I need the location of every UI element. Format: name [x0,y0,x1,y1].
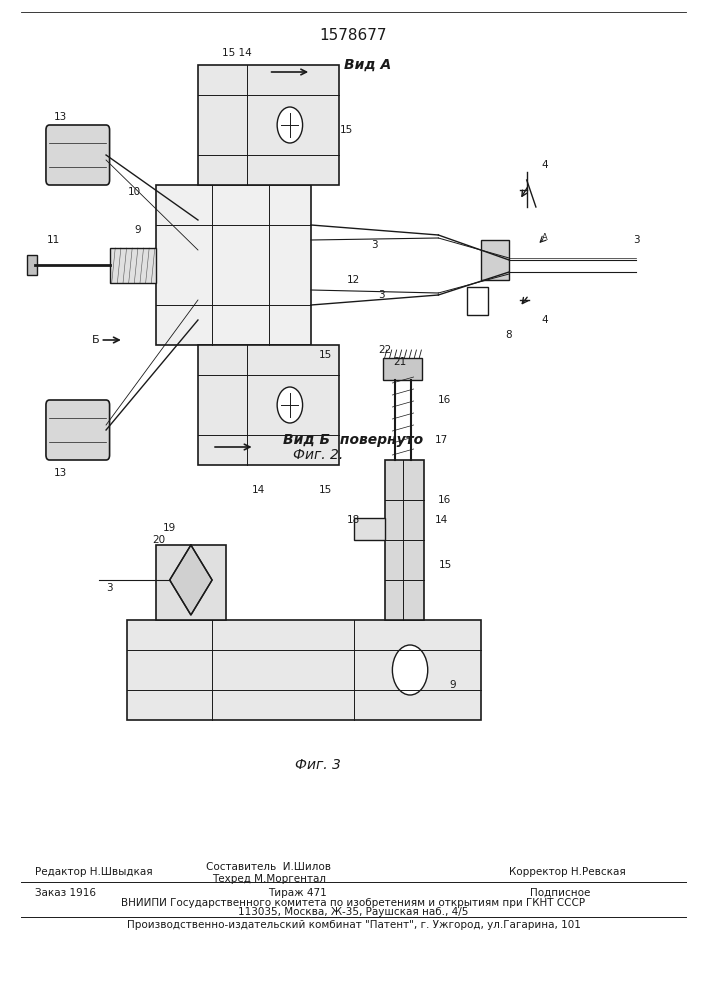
FancyBboxPatch shape [156,185,311,345]
FancyBboxPatch shape [481,240,509,280]
FancyBboxPatch shape [156,545,226,620]
FancyBboxPatch shape [385,460,424,620]
Text: 20: 20 [153,535,165,545]
Text: А: А [542,233,547,242]
Text: Подписное: Подписное [530,888,590,898]
Text: 18: 18 [347,515,360,525]
Polygon shape [170,545,212,615]
FancyBboxPatch shape [46,400,110,460]
FancyBboxPatch shape [127,620,481,720]
Text: Фиг. 3: Фиг. 3 [296,758,341,772]
Text: 14: 14 [436,515,448,525]
FancyBboxPatch shape [198,65,339,185]
Text: 15: 15 [319,350,332,360]
Text: 17: 17 [436,435,448,445]
Text: Тираж 471: Тираж 471 [267,888,327,898]
Text: 10: 10 [128,187,141,197]
Text: 13: 13 [54,468,66,478]
Text: 22: 22 [379,345,392,355]
Text: Редактор Н.Швыдкая: Редактор Н.Швыдкая [35,867,153,877]
Text: Производственно-издательский комбинат "Патент", г. Ужгород, ул.Гагарина, 101: Производственно-издательский комбинат "П… [127,920,580,930]
Text: 3: 3 [371,240,378,250]
Text: Корректор Н.Ревская: Корректор Н.Ревская [509,867,626,877]
Text: 4: 4 [541,315,548,325]
Text: 16: 16 [438,495,450,505]
FancyBboxPatch shape [198,345,339,465]
Text: 4: 4 [541,160,548,170]
Text: 3: 3 [106,583,113,593]
Text: 13: 13 [54,112,66,122]
Text: 11: 11 [47,235,59,245]
Circle shape [277,387,303,423]
Text: Б: Б [92,335,99,345]
Text: 113035, Москва, Ж-35, Раушская наб., 4/5: 113035, Москва, Ж-35, Раушская наб., 4/5 [238,907,469,917]
Text: Вид Б  повернуто: Вид Б повернуто [284,433,423,447]
Text: Вид А: Вид А [344,58,391,72]
Text: 8: 8 [506,330,513,340]
FancyBboxPatch shape [27,255,37,275]
Text: Заказ 1916: Заказ 1916 [35,888,96,898]
Text: 3: 3 [633,235,640,245]
FancyBboxPatch shape [383,358,422,380]
FancyBboxPatch shape [354,518,385,540]
Text: 15: 15 [319,485,332,495]
Text: 19: 19 [163,523,176,533]
Text: 15: 15 [439,560,452,570]
FancyBboxPatch shape [46,125,110,185]
Text: Фиг. 2.: Фиг. 2. [293,448,344,462]
Text: Составитель  И.Шилов: Составитель И.Шилов [206,862,331,872]
Text: 21: 21 [393,357,406,367]
FancyBboxPatch shape [467,287,488,315]
Text: 12: 12 [347,275,360,285]
Text: 14: 14 [252,485,264,495]
Text: 3: 3 [378,290,385,300]
Circle shape [277,107,303,143]
Text: Техред М.Моргентал: Техред М.Моргентал [211,874,326,884]
Text: 9: 9 [449,680,456,690]
Text: 16: 16 [438,395,450,405]
Text: 15 14: 15 14 [222,48,252,58]
Text: 1578677: 1578677 [320,27,387,42]
Text: 9: 9 [134,225,141,235]
FancyBboxPatch shape [110,248,156,283]
Circle shape [392,645,428,695]
Text: ВНИИПИ Государственного комитета по изобретениям и открытиям при ГКНТ СССР: ВНИИПИ Государственного комитета по изоб… [122,898,585,908]
Text: 15: 15 [340,125,353,135]
